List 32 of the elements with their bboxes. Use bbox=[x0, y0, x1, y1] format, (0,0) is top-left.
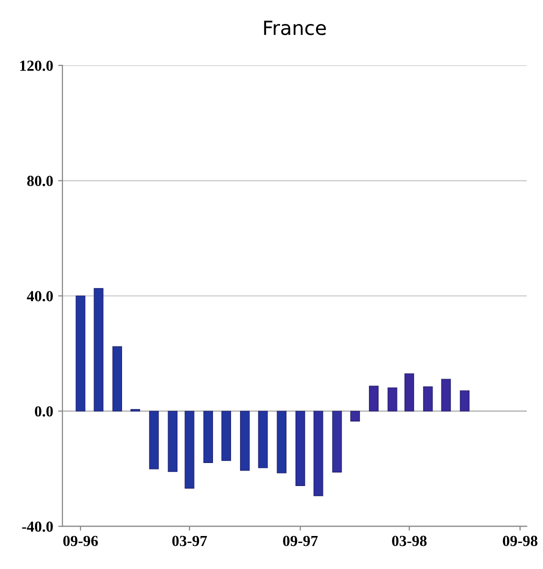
bar bbox=[350, 410, 360, 422]
x-tick-label: 09-96 bbox=[63, 536, 98, 546]
y-tick-label: 0.0 bbox=[34, 406, 53, 417]
bar bbox=[332, 410, 342, 472]
x-tick-label: 09-97 bbox=[283, 536, 318, 546]
bar bbox=[240, 410, 250, 471]
chart-title: France bbox=[264, 20, 326, 36]
bar bbox=[76, 296, 86, 412]
x-tick-label: 09-98 bbox=[502, 536, 538, 546]
bar bbox=[94, 288, 104, 412]
y-tick-label: -40.0 bbox=[22, 521, 53, 532]
bar bbox=[441, 378, 451, 412]
bar bbox=[149, 410, 159, 470]
bar bbox=[368, 386, 379, 412]
bar bbox=[404, 373, 414, 412]
bar bbox=[168, 410, 178, 472]
y-tick-label: 80.0 bbox=[27, 176, 53, 186]
bar bbox=[221, 410, 232, 461]
x-tick-label: 03-98 bbox=[392, 536, 427, 546]
bar bbox=[388, 387, 398, 412]
bar bbox=[423, 386, 433, 412]
bar bbox=[296, 410, 306, 486]
bar bbox=[314, 410, 324, 496]
bar bbox=[258, 410, 268, 468]
bar bbox=[203, 410, 213, 463]
y-tick-label: 120.0 bbox=[20, 60, 53, 71]
bar bbox=[460, 390, 470, 412]
x-tick-label: 03-97 bbox=[172, 536, 207, 546]
y-tick-label: 40.0 bbox=[26, 291, 53, 302]
bar bbox=[112, 346, 122, 412]
bar bbox=[276, 410, 286, 474]
bar bbox=[184, 410, 194, 489]
